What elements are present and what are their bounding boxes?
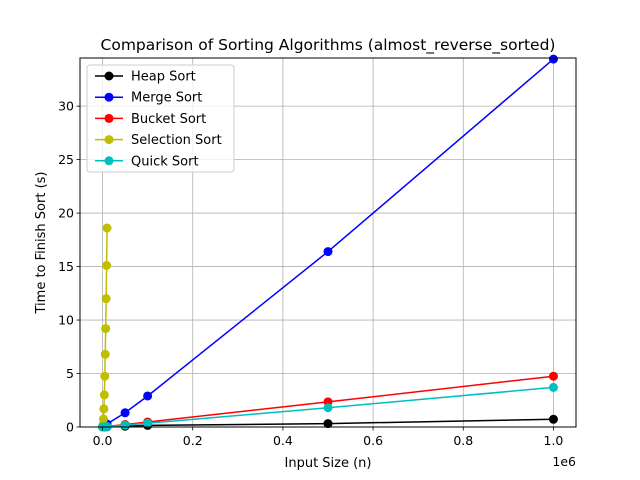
selection-sort-point: [102, 260, 112, 270]
selection-sort-legend-marker: [104, 135, 114, 145]
y-tick-label: 25: [58, 152, 74, 167]
x-axis-offset-label: 1e6: [552, 454, 576, 469]
selection-sort-point: [99, 390, 109, 400]
x-tick-label: 0.6: [363, 433, 383, 448]
quick-sort-point: [548, 382, 558, 392]
axis-ticks: 0.0 0.2 0.4 0.6 0.8 1.0 0 5 10 15 20 25 30: [58, 99, 563, 448]
selection-sort-point: [100, 349, 110, 359]
heap-sort-legend-marker: [104, 71, 114, 81]
merge-sort-point: [120, 408, 130, 418]
legend: Heap Sort Merge Sort Bucket Sort Selection …: [86, 64, 235, 173]
quick-sort-point: [323, 403, 333, 413]
x-tick-label: 0.0: [93, 433, 113, 448]
selection-sort-point: [101, 294, 111, 304]
legend-label-heap-sort: Heap Sort: [131, 70, 196, 85]
y-tick-label: 5: [66, 366, 74, 381]
legend-label-quick-sort: Quick Sort: [131, 154, 199, 169]
merge-sort-point: [323, 247, 333, 257]
legend-box: [86, 64, 235, 173]
chart-title: Comparison of Sorting Algorithms (almost…: [101, 36, 556, 55]
selection-sort-point: [102, 223, 112, 233]
selection-sort-point: [98, 414, 108, 424]
selection-sort-point: [100, 371, 110, 381]
merge-sort-point: [143, 391, 153, 401]
bucket-sort-legend-marker: [104, 113, 114, 123]
merge-sort-point: [548, 54, 558, 64]
x-tick-label: 0.2: [183, 433, 203, 448]
x-tick-label: 0.4: [273, 433, 293, 448]
plot-frame: [79, 57, 577, 428]
quick-sort-point: [120, 420, 130, 430]
y-tick-label: 10: [58, 313, 74, 328]
x-tick-label: 1.0: [544, 433, 564, 448]
heap-sort-point: [548, 414, 558, 424]
bucket-sort-point: [548, 371, 558, 381]
legend-label-merge-sort: Merge Sort: [131, 91, 202, 106]
x-tick-label: 0.8: [453, 433, 473, 448]
legend-entries: Heap Sort Merge Sort Bucket Sort Selection …: [95, 70, 222, 169]
quick-sort-point: [143, 418, 153, 428]
heap-sort-point: [323, 419, 333, 429]
y-tick-label: 15: [58, 259, 74, 274]
y-tick-label: 30: [58, 99, 74, 114]
merge-sort-legend-marker: [104, 92, 114, 102]
quick-sort-legend-marker: [104, 156, 114, 166]
legend-label-selection-sort: Selection Sort: [131, 133, 222, 148]
legend-label-bucket-sort: Bucket Sort: [131, 112, 206, 127]
selection-sort-point: [99, 404, 109, 414]
selection-sort-point: [101, 324, 111, 334]
y-axis-label: Time to Finish Sort (s): [34, 172, 49, 315]
y-tick-label: 20: [58, 206, 74, 221]
x-axis-label: Input Size (n): [285, 456, 372, 471]
y-tick-label: 0: [66, 420, 74, 435]
